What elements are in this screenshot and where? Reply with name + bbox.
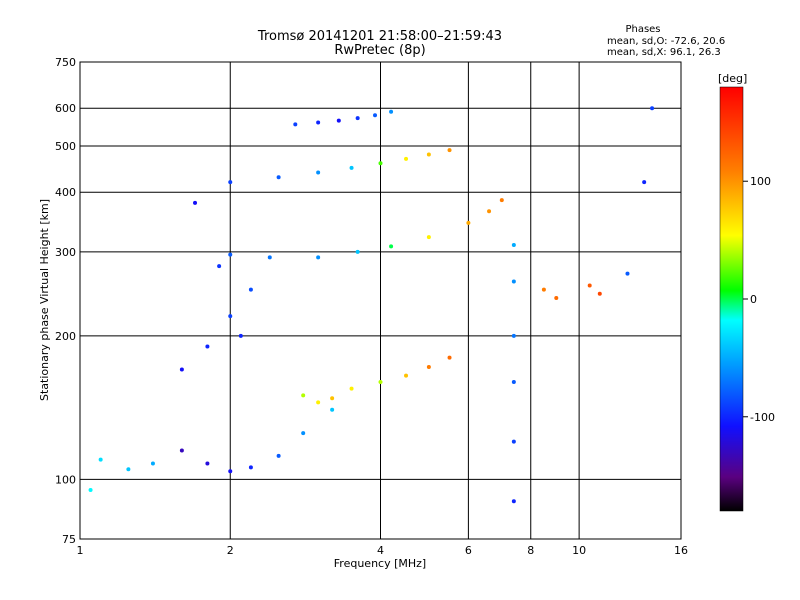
x-tick-label: 4 <box>377 544 384 557</box>
colorbar-tick-label: -100 <box>750 411 775 424</box>
data-point <box>511 380 516 385</box>
x-tick-label: 10 <box>572 544 586 557</box>
data-point <box>447 355 452 360</box>
stats-line-o: mean, sd,O: -72.6, 20.6 <box>607 36 725 47</box>
x-tick-label: 8 <box>527 544 534 557</box>
colorbar-tick-label: 0 <box>750 293 757 306</box>
x-tick-label: 1 <box>77 544 84 557</box>
data-point <box>88 488 93 493</box>
data-point <box>511 439 516 444</box>
data-point <box>248 465 253 470</box>
data-point <box>426 365 431 370</box>
data-point <box>404 156 409 161</box>
y-tick-label: 750 <box>55 56 76 69</box>
data-point <box>316 255 321 260</box>
y-tick-label: 100 <box>55 473 76 486</box>
data-point <box>499 198 504 203</box>
data-point <box>466 220 471 225</box>
data-point <box>336 118 341 123</box>
data-point <box>378 161 383 166</box>
x-tick-label: 6 <box>465 544 472 557</box>
data-point <box>276 453 281 458</box>
data-point <box>597 291 602 296</box>
data-point <box>426 152 431 157</box>
data-point <box>389 244 394 249</box>
data-point <box>349 386 354 391</box>
data-point <box>349 165 354 170</box>
data-point <box>587 283 592 288</box>
data-point <box>316 120 321 125</box>
data-point <box>205 461 210 466</box>
data-point <box>487 209 492 214</box>
data-point <box>248 287 253 292</box>
data-point <box>511 243 516 248</box>
data-point <box>373 113 378 118</box>
data-point <box>228 252 233 257</box>
data-point <box>650 106 655 111</box>
data-point <box>205 344 210 349</box>
stats-line-x: mean, sd,X: 96.1, 26.3 <box>607 47 721 58</box>
x-tick-label: 16 <box>674 544 688 557</box>
data-point <box>378 380 383 385</box>
colorbar-tick-label: 100 <box>750 175 771 188</box>
data-point <box>217 264 222 269</box>
data-point <box>179 367 184 372</box>
grid-lines <box>80 62 681 539</box>
data-point <box>228 180 233 185</box>
y-tick-label: 75 <box>62 533 76 546</box>
y-tick-label: 600 <box>55 102 76 115</box>
data-point <box>355 116 360 121</box>
data-point <box>126 467 131 472</box>
x-axis-ticks: 1 2 4 6 8 10 16 <box>77 544 689 557</box>
data-points <box>88 106 655 504</box>
data-point <box>179 448 184 453</box>
data-point <box>238 333 243 338</box>
data-point <box>267 255 272 260</box>
data-point <box>426 235 431 240</box>
data-point <box>316 400 321 405</box>
x-axis-title: Frequency [MHz] <box>334 557 426 570</box>
data-point <box>511 279 516 284</box>
y-tick-label: 500 <box>55 140 76 153</box>
data-point <box>193 200 198 205</box>
data-point <box>316 170 321 175</box>
data-point <box>511 333 516 338</box>
data-point <box>541 287 546 292</box>
data-point <box>330 407 335 412</box>
data-point <box>404 373 409 378</box>
data-point <box>150 461 155 466</box>
data-point <box>625 271 630 276</box>
y-tick-label: 400 <box>55 186 76 199</box>
data-point <box>228 314 233 319</box>
stats-heading: Phases <box>625 24 660 35</box>
data-point <box>301 393 306 398</box>
data-point <box>330 396 335 401</box>
data-point <box>554 296 559 301</box>
data-point <box>642 180 647 185</box>
y-axis-ticks: 75 100 200 300 400 500 600 750 <box>55 56 76 546</box>
data-point <box>301 431 306 436</box>
data-point <box>228 469 233 474</box>
data-point <box>389 109 394 114</box>
data-point <box>355 249 360 254</box>
data-point <box>98 457 103 462</box>
y-axis-title: Stationary phase Virtual Height [km] <box>38 199 51 401</box>
data-point <box>447 148 452 153</box>
data-point <box>276 175 281 180</box>
y-tick-label: 200 <box>55 330 76 343</box>
colorbar <box>719 86 744 512</box>
chart-title: Tromsø 20141201 21:58:00–21:59:43 <box>257 29 502 44</box>
colorbar-ticks: 100 0 -100 <box>743 175 775 424</box>
data-point <box>511 499 516 504</box>
x-tick-label: 2 <box>227 544 234 557</box>
colorbar-label: [deg] <box>718 72 747 85</box>
y-tick-label: 300 <box>55 246 76 259</box>
chart-subtitle: RwPretec (8p) <box>334 43 425 58</box>
data-point <box>293 122 298 127</box>
